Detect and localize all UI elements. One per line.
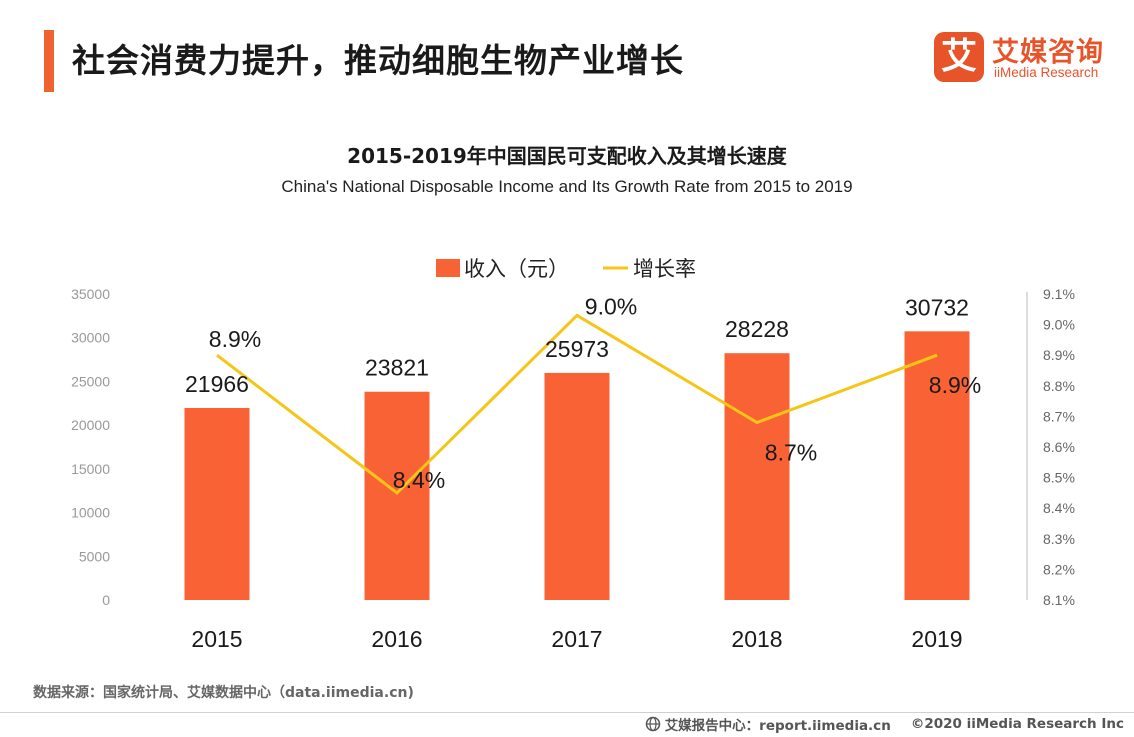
bar-value-label: 28228: [725, 316, 789, 342]
bar-income: [364, 391, 430, 600]
bar-value-label: 30732: [905, 294, 969, 320]
y-right-tick-label: 8.7%: [1043, 408, 1075, 424]
y-left-tick-label: 5000: [79, 548, 110, 564]
logo-mark-icon: 艾: [934, 32, 984, 82]
globe-icon: [645, 716, 660, 732]
legend-swatch-income: [436, 259, 460, 277]
y-right-tick-label: 9.1%: [1043, 286, 1075, 302]
copyright: ©2020 iiMedia Research Inc: [910, 716, 1124, 732]
bar-income: [904, 331, 970, 600]
y-left-tick-label: 15000: [71, 461, 110, 477]
footer-divider: [0, 712, 1134, 713]
y-right-tick-label: 8.3%: [1043, 531, 1075, 547]
growth-value-label: 8.7%: [765, 440, 817, 466]
y-left-tick-label: 35000: [71, 286, 110, 302]
x-tick-label: 2019: [911, 626, 962, 652]
report-center: 艾媒报告中心：report.iimedia.cn: [664, 718, 891, 734]
y-left-tick-label: 10000: [71, 505, 110, 521]
logo-text-en: iiMedia Research: [994, 65, 1099, 80]
x-tick-label: 2017: [551, 626, 602, 652]
growth-value-label: 8.4%: [393, 467, 445, 493]
bar-income: [724, 353, 790, 600]
chart-subtitle: China's National Disposable Income and I…: [281, 177, 853, 196]
y-left-tick-label: 25000: [71, 373, 110, 389]
y-left-tick-label: 0: [102, 592, 110, 608]
bar-value-label: 25973: [545, 336, 609, 362]
bar-value-label: 23821: [365, 355, 429, 381]
x-tick-label: 2015: [191, 626, 242, 652]
y-right-tick-label: 8.1%: [1043, 592, 1075, 608]
y-left-tick-label: 30000: [71, 330, 110, 346]
y-right-tick-label: 8.8%: [1043, 378, 1075, 394]
logo-text-cn: 艾媒咨询: [992, 37, 1104, 68]
growth-value-label: 9.0%: [585, 293, 637, 319]
y-left-tick-label: 20000: [71, 417, 110, 433]
y-right-tick-label: 8.9%: [1043, 347, 1075, 363]
bar-income: [184, 407, 250, 600]
legend-label-growth: 增长率: [633, 257, 696, 281]
x-tick-label: 2018: [731, 626, 782, 652]
x-tick-label: 2016: [371, 626, 422, 652]
legend-label-income: 收入（元）: [464, 257, 569, 281]
growth-value-label: 8.9%: [209, 326, 261, 352]
growth-line: [216, 313, 938, 495]
data-source: 数据来源：国家统计局、艾媒数据中心（data.iimedia.cn): [33, 685, 414, 701]
growth-value-label: 8.9%: [929, 372, 981, 398]
page-title: 社会消费力提升，推动细胞生物产业增长: [72, 41, 684, 80]
title-accent-bar: [44, 30, 54, 92]
bar-value-label: 21966: [185, 371, 249, 397]
y-right-tick-label: 8.5%: [1043, 470, 1075, 486]
y-right-tick-label: 8.2%: [1043, 561, 1075, 577]
y-right-tick-label: 8.4%: [1043, 500, 1075, 516]
bar-income: [544, 372, 610, 600]
y-right-tick-label: 8.6%: [1043, 439, 1075, 455]
chart-title: 2015-2019年中国国民可支配收入及其增长速度: [347, 144, 787, 168]
y-right-tick-label: 9.0%: [1043, 317, 1075, 333]
brand-logo: 艾 艾媒咨询 iiMedia Research: [934, 30, 1114, 86]
footer-credits: 艾媒报告中心：report.iimedia.cn ©2020 iiMedia R…: [645, 714, 1124, 734]
